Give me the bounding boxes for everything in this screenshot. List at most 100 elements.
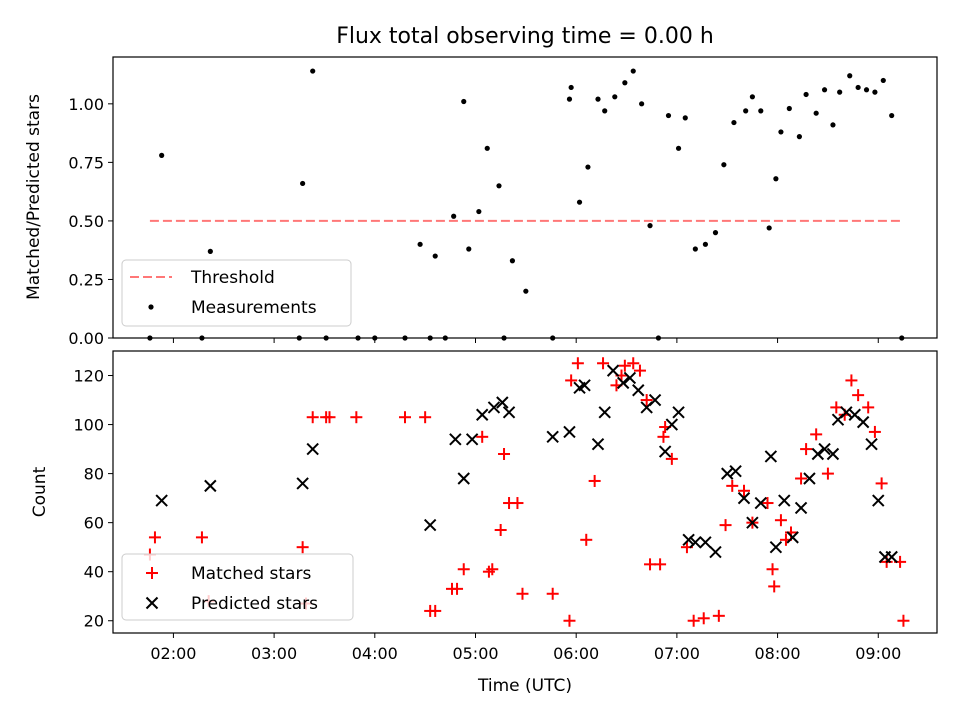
- predicted-star-point: [623, 371, 637, 385]
- count-x-tick-label: 05:00: [452, 644, 498, 663]
- measurement-point: [821, 87, 828, 93]
- count-panel-frame: [112, 350, 938, 634]
- matched-star-point: [306, 411, 319, 424]
- ratio-panel: 0.00 0.25 0.50 0.75 1.00 Matched/Predicted s…: [24, 56, 938, 348]
- count-x-ticks: 02:00 03:00 04:00 05:00 06:00 07:00 08:00 09:00: [150, 633, 901, 663]
- predicted-star-point: [778, 494, 791, 507]
- measurement-point: [585, 164, 591, 170]
- measurement-point: [566, 96, 573, 102]
- measurement-point: [830, 122, 836, 128]
- predicted-star-point: [591, 437, 605, 451]
- predicted-star-point: [811, 447, 825, 461]
- matched-star-point: [323, 411, 336, 424]
- matched-star-point: [845, 374, 858, 387]
- matched-star-point: [148, 531, 161, 544]
- matched-star-point: [761, 497, 774, 510]
- measurement-point: [159, 152, 165, 158]
- predicted-star-point: [563, 425, 576, 439]
- measurement-point: [665, 112, 672, 119]
- measurement-point: [484, 145, 490, 151]
- matched-star-point: [862, 401, 875, 414]
- count-x-tick-label: 04:00: [352, 644, 398, 663]
- matched-star-point: [618, 359, 631, 372]
- predicted-star-point: [449, 433, 462, 446]
- predicted-star-point: [155, 494, 168, 507]
- count-legend-box: [121, 553, 354, 621]
- predicted-star-point: [699, 536, 712, 549]
- measurement-point: [612, 94, 618, 100]
- matched-star-point: [654, 558, 667, 571]
- legend-matched-label: Matched stars: [191, 564, 311, 584]
- measurement-point: [647, 223, 653, 229]
- matched-star-point: [486, 563, 499, 576]
- count-x-tick-label: 03:00: [251, 644, 297, 663]
- matched-star-point: [494, 524, 507, 537]
- matched-star-point: [571, 357, 584, 370]
- predicted-star-point: [632, 384, 645, 397]
- measurement-point: [796, 134, 802, 140]
- predicted-star-point: [672, 406, 685, 419]
- predicted-star-point: [769, 540, 783, 554]
- ratio-panel-frame: [112, 56, 938, 339]
- measurement-point: [749, 94, 755, 100]
- predicted-star-point: [818, 442, 831, 456]
- measurement-point: [523, 288, 529, 294]
- matched-star-point: [766, 563, 779, 576]
- count-panel: 20 40 60 80 100 120 02:00 03:00 04:00 05:00 06:00…: [30, 350, 938, 696]
- legend-predicted-label: Predicted stars: [191, 594, 318, 614]
- legend-measurements-swatch: [148, 304, 154, 310]
- matched-star-point: [633, 364, 646, 377]
- measurement-point: [602, 108, 608, 114]
- matched-star-point: [726, 479, 739, 492]
- predicted-star-point: [786, 531, 799, 544]
- measurement-point: [855, 84, 861, 91]
- predicted-star-point: [598, 406, 611, 419]
- matched-star-point: [565, 374, 578, 387]
- measurement-point: [837, 89, 843, 95]
- count-y-ticks: 20 40 60 80 100 120: [73, 367, 113, 631]
- matched-star-point: [774, 514, 787, 527]
- measurement-point: [766, 225, 772, 231]
- matched-star-point: [738, 484, 751, 497]
- count-legend: Matched stars Predicted stars: [121, 553, 354, 621]
- matched-star-point: [719, 519, 732, 532]
- measurement-point: [639, 101, 645, 107]
- measurement-point: [872, 89, 878, 95]
- measurement-point: [432, 253, 438, 259]
- matched-star-point: [897, 614, 910, 627]
- count-y-tick-label: 80: [84, 465, 104, 484]
- ratio-y-tick-label: 0.00: [68, 329, 104, 348]
- legend-predicted-swatch: [145, 596, 159, 610]
- measurement-point: [207, 248, 213, 254]
- measurement-point: [451, 213, 457, 219]
- predicted-star-point: [616, 376, 630, 390]
- predicted-star-point: [465, 433, 479, 446]
- matched-star-point: [795, 472, 808, 485]
- count-y-label: Count: [30, 466, 50, 517]
- predicted-star-point: [754, 496, 767, 510]
- matched-star-point: [511, 497, 524, 510]
- measurement-point: [466, 246, 472, 252]
- matched-star-point: [476, 430, 489, 443]
- matched-star-point: [588, 474, 601, 487]
- ratio-y-tick-label: 0.50: [68, 212, 104, 231]
- ratio-y-ticks: 0.00 0.25 0.50 0.75 1.00: [68, 95, 113, 348]
- predicted-star-point: [803, 472, 816, 485]
- predicted-star-point: [826, 447, 840, 461]
- predicted-star-point: [856, 415, 870, 429]
- measurement-point: [803, 91, 809, 98]
- predicted-star-point: [306, 442, 319, 456]
- count-y-tick-label: 120: [73, 367, 104, 386]
- predicted-star-point: [648, 393, 662, 407]
- ratio-y-label: Matched/Predicted stars: [24, 94, 44, 300]
- measurement-point: [721, 162, 727, 168]
- predicted-star-point: [872, 494, 885, 507]
- predicted-star-point: [840, 406, 853, 419]
- matched-star-point: [768, 580, 781, 593]
- predicted-star-point: [865, 437, 878, 451]
- matched-star-point: [580, 533, 593, 546]
- measurement-point: [496, 183, 502, 189]
- ratio-x-ticks: [172, 338, 879, 343]
- x-axis-label: Time (UTC): [477, 676, 572, 696]
- measurement-point: [576, 199, 583, 205]
